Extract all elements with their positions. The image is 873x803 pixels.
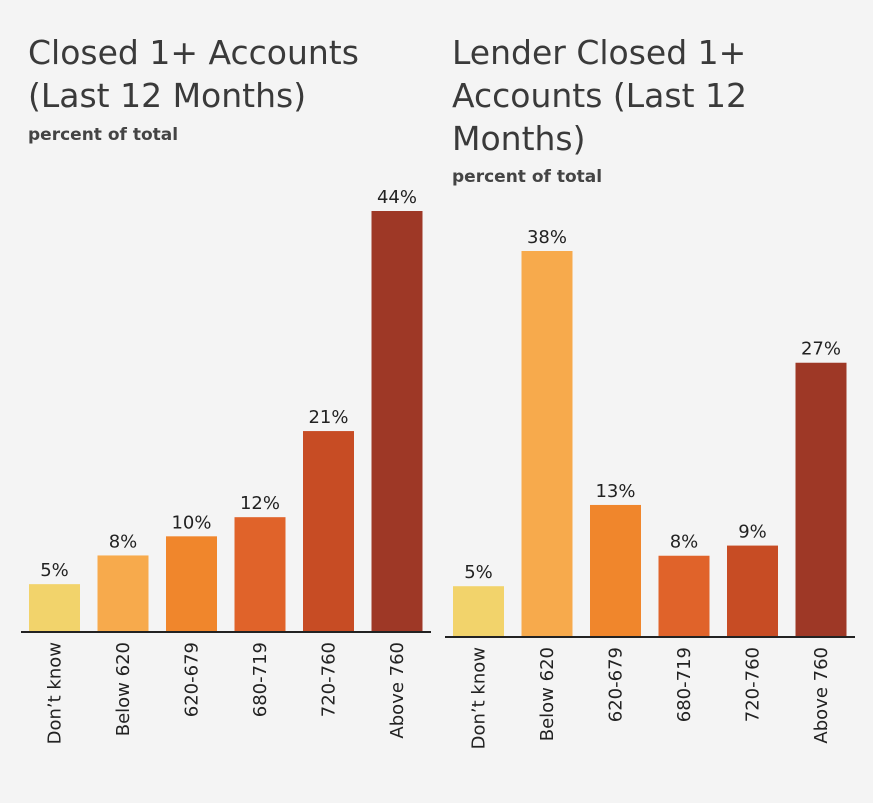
data-label: 10% <box>171 512 211 533</box>
x-tick-label: Don’t know <box>469 647 490 749</box>
x-tick-label: 680-719 <box>250 642 271 717</box>
bar <box>795 362 847 637</box>
data-label: 9% <box>738 522 767 543</box>
chart-title-line: Months) <box>452 119 586 158</box>
data-label: 8% <box>109 531 138 552</box>
chart-title-line: Accounts (Last 12 <box>452 76 747 115</box>
bar <box>453 586 504 637</box>
x-tick-label: Above 760 <box>811 647 832 744</box>
x-tick-label: 680-719 <box>674 647 695 722</box>
data-label: 44% <box>377 187 417 208</box>
bar <box>234 517 286 632</box>
bar <box>371 211 423 632</box>
chart-panel-2: Lender Closed 1+ Accounts (Last 12 Months)… <box>445 33 855 749</box>
x-tick-label: 620-679 <box>606 647 627 722</box>
x-tick-label: Don’t know <box>45 642 66 744</box>
bar <box>727 545 778 637</box>
data-label: 21% <box>308 407 348 428</box>
chart-subtitle: percent of total <box>452 167 602 187</box>
data-label: 13% <box>595 481 635 502</box>
chart-panel-1: Closed 1+ Accounts (Last 12 Months) percen… <box>21 33 431 744</box>
bar <box>521 251 573 637</box>
bar <box>658 555 710 637</box>
bar <box>97 555 149 632</box>
data-label: 5% <box>464 562 493 583</box>
data-label: 12% <box>240 493 280 514</box>
data-label: 27% <box>801 339 841 360</box>
chart-title-line: (Last 12 Months) <box>28 76 306 115</box>
bar <box>29 584 80 632</box>
x-tick-label: Above 760 <box>387 642 408 739</box>
x-tick-label: 620-679 <box>182 642 203 717</box>
chart-title-line: Lender Closed 1+ <box>452 33 746 72</box>
data-label: 38% <box>527 227 567 248</box>
bar <box>166 536 217 632</box>
chart-subtitle: percent of total <box>28 125 178 145</box>
x-tick-label: 720-760 <box>743 647 764 722</box>
data-label: 8% <box>670 532 699 553</box>
bar <box>303 431 354 632</box>
x-tick-label: Below 620 <box>113 642 134 736</box>
x-tick-label: 720-760 <box>319 642 340 717</box>
x-tick-label: Below 620 <box>537 647 558 741</box>
bar <box>590 504 641 637</box>
chart-title-line: Closed 1+ Accounts <box>28 33 359 72</box>
data-label: 5% <box>40 560 69 581</box>
